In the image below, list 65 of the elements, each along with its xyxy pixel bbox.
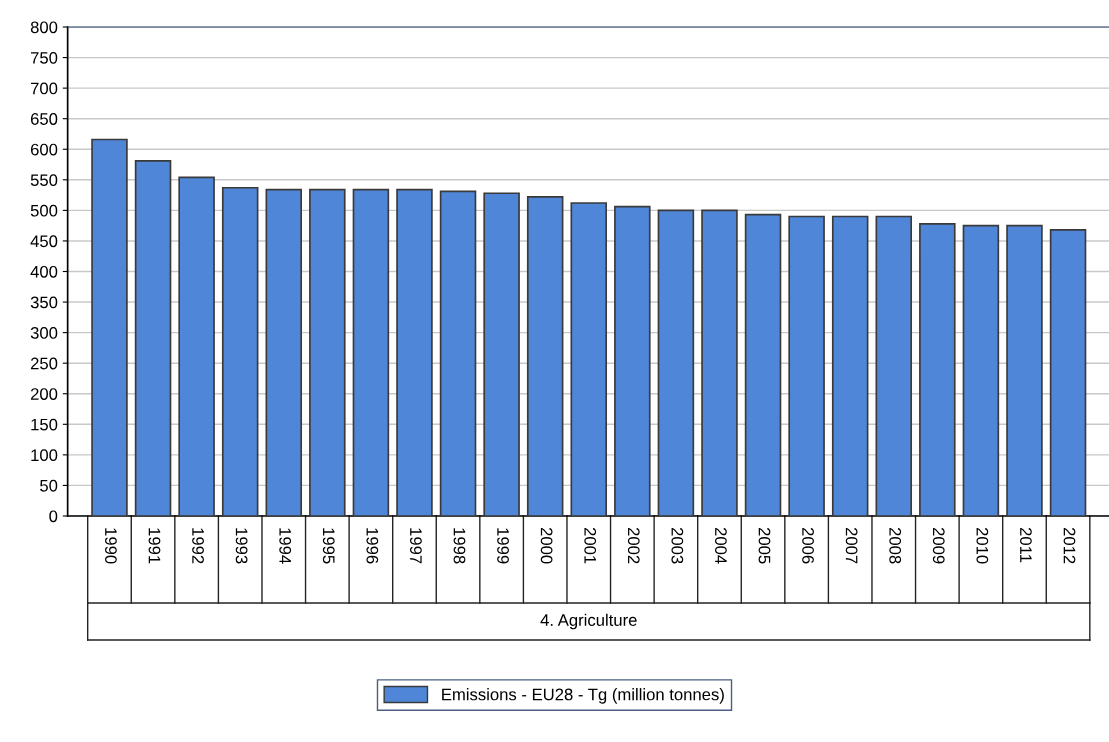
- x-tick-label: 2000: [540, 527, 553, 564]
- bar: [396, 188, 433, 516]
- x-tick-label: 2006: [802, 527, 814, 564]
- bar: [1049, 229, 1087, 516]
- legend-label: Emissions - EU28 - Tg (million tonnes): [442, 688, 724, 704]
- bar: [831, 215, 869, 516]
- y-tick-label: 800: [30, 21, 58, 34]
- x-tick-label: 1990: [105, 528, 117, 564]
- x-tick-label: 1996: [366, 528, 379, 564]
- bar: [788, 215, 825, 516]
- y-tick-label: 650: [30, 113, 58, 125]
- y-tick-label: 300: [30, 327, 58, 339]
- x-tick-label: 2004: [715, 527, 727, 564]
- x-tick-label: 2007: [845, 527, 858, 564]
- x-tick-label: 1993: [235, 528, 248, 564]
- bar: [919, 222, 956, 516]
- x-tick-label: 1999: [497, 528, 509, 564]
- x-tick-label: 1994: [279, 528, 292, 564]
- bar: [352, 188, 390, 516]
- y-tick-label: 250: [30, 357, 58, 370]
- y-tick-label: 50: [40, 479, 58, 492]
- bar: [875, 215, 913, 516]
- bar: [265, 188, 303, 516]
- x-tick-label: 2003: [671, 527, 684, 564]
- bar: [134, 160, 172, 516]
- x-tick-label: 1995: [322, 528, 335, 564]
- bar: [221, 186, 259, 516]
- x-tick-label: 2010: [976, 527, 989, 564]
- bar: [614, 205, 651, 516]
- x-tick-label: 2011: [1020, 527, 1032, 563]
- y-tick-label: 600: [30, 143, 58, 156]
- x-tick-label: 1991: [148, 528, 161, 564]
- bar: [744, 213, 782, 516]
- x-tick-label: 2005: [758, 527, 771, 564]
- bar: [483, 192, 520, 516]
- y-tick-label: 700: [30, 82, 58, 95]
- y-tick-label: 750: [30, 51, 58, 64]
- x-tick-label: 1992: [192, 528, 204, 564]
- bar: [570, 202, 608, 516]
- bar: [439, 190, 477, 516]
- x-axis-title: 4. Agriculture: [540, 613, 637, 630]
- y-tick-label: 400: [30, 265, 58, 278]
- y-tick-label: 0: [49, 510, 58, 523]
- y-tick-label: 350: [30, 296, 58, 309]
- y-tick-label: 450: [30, 235, 58, 248]
- bar: [657, 209, 695, 516]
- bar: [1006, 224, 1043, 516]
- x-tick-label: 2009: [932, 527, 945, 564]
- bar: [91, 138, 128, 516]
- y-tick-label: 500: [30, 204, 58, 217]
- bar: [701, 209, 738, 516]
- y-tick-label: 550: [30, 174, 58, 187]
- x-tick-label: 2002: [627, 527, 640, 564]
- x-tick-label: 2001: [584, 527, 597, 564]
- y-tick-label: 100: [31, 449, 58, 462]
- x-tick-label: 1998: [453, 528, 466, 564]
- x-tick-label: 1997: [410, 528, 422, 564]
- bar: [962, 224, 1000, 516]
- bar: [178, 176, 215, 516]
- x-tick-label: 2012: [1063, 527, 1076, 564]
- y-tick-label: 200: [30, 388, 58, 400]
- y-tick-label: 150: [31, 418, 58, 431]
- x-tick-label: 2008: [889, 527, 902, 564]
- bar: [526, 196, 564, 516]
- bar: [309, 188, 346, 516]
